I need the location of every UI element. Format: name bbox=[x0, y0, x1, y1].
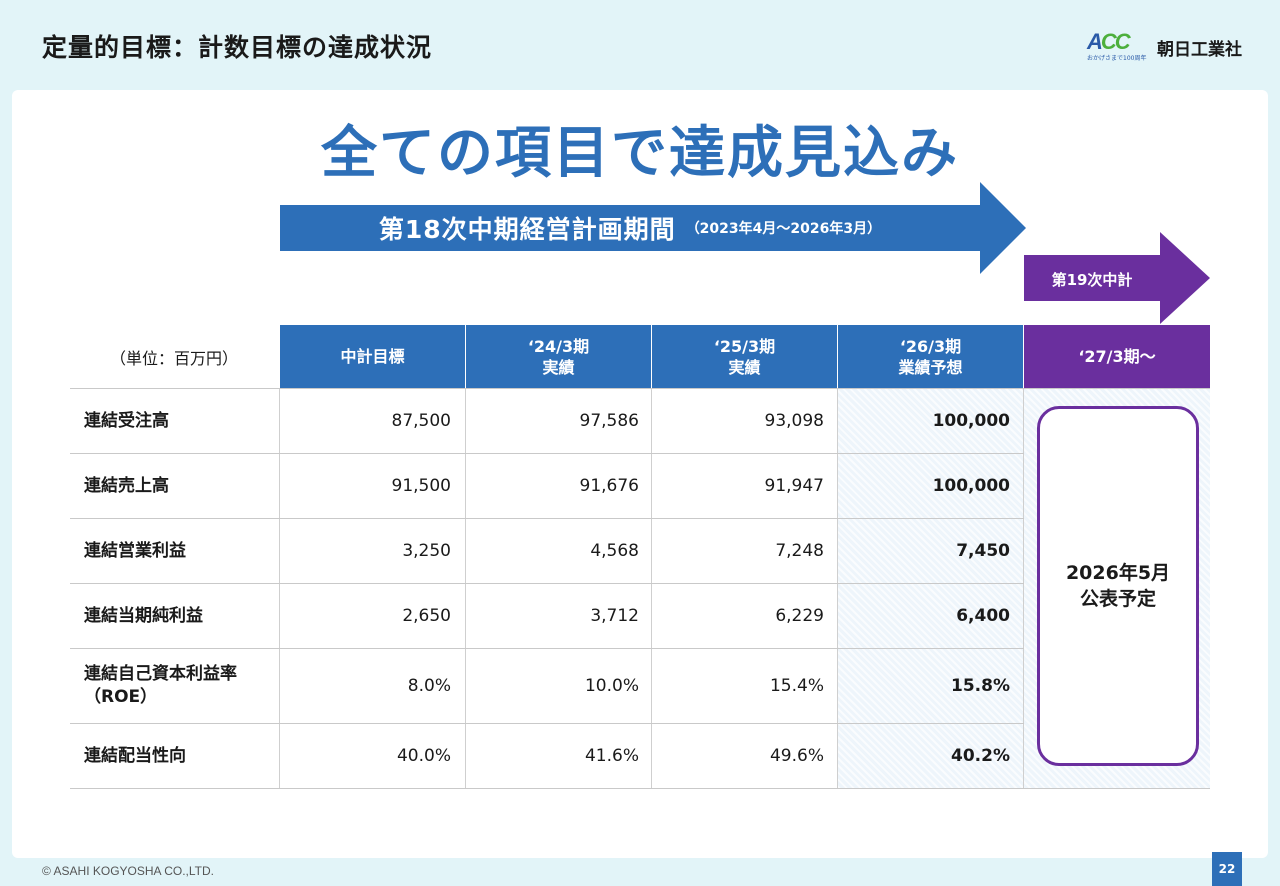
row-label-orders: 連結受注高 bbox=[84, 410, 169, 431]
column-header-target: 中計目標 bbox=[280, 325, 465, 388]
column-divider bbox=[837, 388, 838, 788]
announcement-status: 公表予定 bbox=[1079, 588, 1156, 610]
table-cell: 40.0% bbox=[396, 746, 451, 766]
table-cell: 10.0% bbox=[584, 676, 639, 696]
table-cell: 91,500 bbox=[391, 476, 451, 496]
row-divider bbox=[70, 518, 1024, 519]
table-cell: 91,676 bbox=[579, 476, 639, 496]
row-label-sales: 連結売上高 bbox=[84, 475, 169, 496]
plan-period-title: 第18次中期経営計画期間 bbox=[378, 215, 676, 244]
table-cell: 4,568 bbox=[590, 541, 639, 561]
plan-period-arrow bbox=[280, 182, 1026, 274]
table-cell: 49.6% bbox=[769, 746, 824, 766]
column-divider bbox=[465, 388, 466, 788]
row-divider bbox=[70, 648, 1024, 649]
table-cell: 8.0% bbox=[407, 676, 451, 696]
table-cell: 93,098 bbox=[764, 411, 824, 431]
table-cell-forecast: 100,000 bbox=[932, 476, 1010, 496]
next-plan-label: 第19次中計 bbox=[1051, 270, 1133, 289]
table-cell-forecast: 7,450 bbox=[956, 541, 1010, 561]
row-label-roe: 連結自己資本利益率 （ROE） bbox=[84, 664, 237, 707]
table-cell-forecast: 100,000 bbox=[932, 411, 1010, 431]
row-label-operating-income: 連結営業利益 bbox=[84, 540, 186, 561]
table-cell: 41.6% bbox=[584, 746, 639, 766]
column-divider bbox=[1023, 388, 1024, 788]
column-divider bbox=[279, 388, 280, 788]
plan-period-range: （2023年4月～2026年3月） bbox=[685, 221, 882, 237]
table-cell: 6,229 bbox=[775, 606, 824, 626]
logo-mark-green: CC bbox=[1100, 29, 1131, 54]
page-title: 定量的目標：計数目標の達成状況 bbox=[42, 33, 433, 62]
table-cell: 97,586 bbox=[579, 411, 639, 431]
logo-tagline: おかげさまで100周年 bbox=[1087, 55, 1147, 62]
row-divider bbox=[70, 453, 1024, 454]
row-label-net-income: 連結当期純利益 bbox=[84, 605, 203, 626]
column-header-fy25: ‘25/3期 実績 bbox=[652, 325, 837, 388]
company-logo: ACC おかげさまで100周年 朝日工業社 bbox=[1087, 30, 1242, 64]
anniversary-logo-icon: ACC おかげさまで100周年 bbox=[1087, 31, 1151, 63]
column-divider bbox=[651, 388, 652, 788]
row-divider bbox=[70, 388, 1210, 389]
column-header-fy24: ‘24/3期 実績 bbox=[466, 325, 651, 388]
announcement-date: 2026年5月 bbox=[1065, 562, 1171, 584]
copyright: © ASAHI KOGYOSHA CO.,LTD. bbox=[42, 864, 214, 878]
row-divider bbox=[70, 723, 1024, 724]
table-cell: 87,500 bbox=[391, 411, 451, 431]
table-cell: 3,712 bbox=[590, 606, 639, 626]
row-divider bbox=[70, 583, 1024, 584]
announcement-box: 2026年5月 公表予定 bbox=[1037, 406, 1199, 766]
column-header-fy27: ‘27/3期～ bbox=[1024, 325, 1210, 388]
row-label-payout-ratio: 連結配当性向 bbox=[84, 745, 186, 766]
row-divider bbox=[70, 788, 1210, 789]
logo-mark-letter: A bbox=[1087, 29, 1103, 54]
plan-period-label: 第18次中期経営計画期間 （2023年4月～2026年3月） bbox=[280, 205, 980, 251]
table-cell: 91,947 bbox=[764, 476, 824, 496]
table-cell-forecast: 15.8% bbox=[951, 676, 1010, 696]
page-number: 22 bbox=[1212, 852, 1242, 886]
company-name: 朝日工業社 bbox=[1157, 39, 1242, 60]
table-cell: 2,650 bbox=[402, 606, 451, 626]
table-cell-forecast: 40.2% bbox=[951, 746, 1010, 766]
column-header-fy26: ‘26/3期 業績予想 bbox=[838, 325, 1023, 388]
table-cell: 7,248 bbox=[775, 541, 824, 561]
unit-label: （単位：百万円） bbox=[109, 349, 238, 368]
headline: 全ての項目で達成見込み bbox=[321, 121, 959, 186]
table-cell-forecast: 6,400 bbox=[956, 606, 1010, 626]
table-cell: 15.4% bbox=[769, 676, 824, 696]
next-plan-arrow bbox=[1024, 232, 1210, 324]
table-cell: 3,250 bbox=[402, 541, 451, 561]
